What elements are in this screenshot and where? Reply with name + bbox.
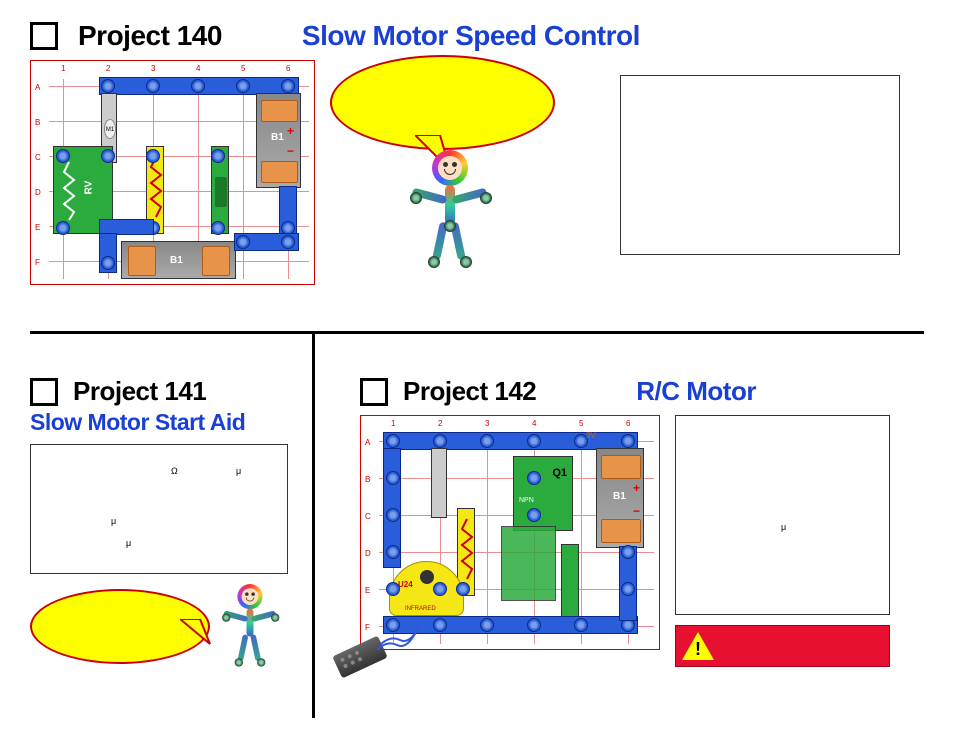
project-141-number: Project 141 — [73, 376, 206, 407]
motor-m1-142 — [431, 448, 447, 518]
component-green — [501, 526, 556, 601]
grid-row-c: C — [35, 153, 41, 162]
battery-label: B1 — [271, 132, 284, 143]
battery2-label: B1 — [170, 255, 183, 266]
ir-signal-icon — [375, 615, 425, 655]
rv-label: RV — [83, 181, 94, 195]
project-142-header: Project 142 R/C Motor — [360, 376, 924, 407]
description-140 — [620, 75, 900, 255]
description-142: μ — [675, 415, 890, 615]
grid-row-d: D — [35, 188, 41, 197]
u24-label: U24 — [398, 580, 413, 589]
snappy-character — [400, 150, 500, 300]
grid-row-e: E — [35, 223, 40, 232]
ir-text: INFRARED — [405, 606, 436, 612]
description-141: Ω μ μ μ — [30, 444, 288, 574]
project-140-number: Project 140 — [78, 20, 222, 52]
grid-col-6: 6 — [286, 64, 290, 73]
motor-label: M1 — [104, 119, 116, 139]
battery-b1-bottom: B1 — [121, 241, 236, 279]
circuit-140-diagram: 1 2 3 4 5 6 A B C D E F — [30, 60, 315, 285]
battery-b1-142: B1 + − — [596, 448, 644, 548]
project-142-number: Project 142 — [403, 376, 536, 407]
grid-col-2: 2 — [106, 64, 110, 73]
project-140-title: Slow Motor Speed Control — [302, 20, 640, 52]
battery-b1-right: B1 + − — [256, 93, 301, 188]
horizontal-divider — [30, 331, 924, 334]
grid-row-f: F — [35, 258, 40, 267]
battery-label-142: B1 — [613, 491, 626, 502]
grid-row-b: B — [35, 118, 40, 127]
warning-bar: ! — [675, 625, 890, 667]
warning-exclaim: ! — [695, 639, 701, 660]
project-140-section: Project 140 Slow Motor Speed Control 1 2… — [30, 20, 924, 319]
grid-row-a: A — [35, 83, 40, 92]
project-140-header: Project 140 Slow Motor Speed Control — [30, 20, 924, 52]
grid-col-4: 4 — [196, 64, 200, 73]
grid-col-5: 5 — [241, 64, 245, 73]
grid-col-3: 3 — [151, 64, 155, 73]
transistor-q1: Q1 NPN — [513, 456, 573, 531]
q1-label: Q1 — [552, 467, 567, 479]
snappy-character-141 — [215, 584, 285, 689]
project-140-checkbox[interactable] — [30, 22, 58, 50]
project-141-title: Slow Motor Start Aid — [30, 409, 330, 436]
project-142-section: Project 142 R/C Motor 1 2 3 4 5 6 A B C … — [330, 376, 924, 718]
project-142-checkbox[interactable] — [360, 378, 388, 406]
grid-col-1: 1 — [61, 64, 65, 73]
project-141-section: Project 141 Slow Motor Start Aid Ω μ μ μ — [30, 376, 330, 718]
project-142-title: R/C Motor — [636, 376, 756, 407]
project-141-header: Project 141 — [30, 376, 330, 407]
npn-label: NPN — [519, 497, 534, 504]
ir-module-u24: U24 INFRARED — [389, 561, 464, 616]
project-141-checkbox[interactable] — [30, 378, 58, 406]
